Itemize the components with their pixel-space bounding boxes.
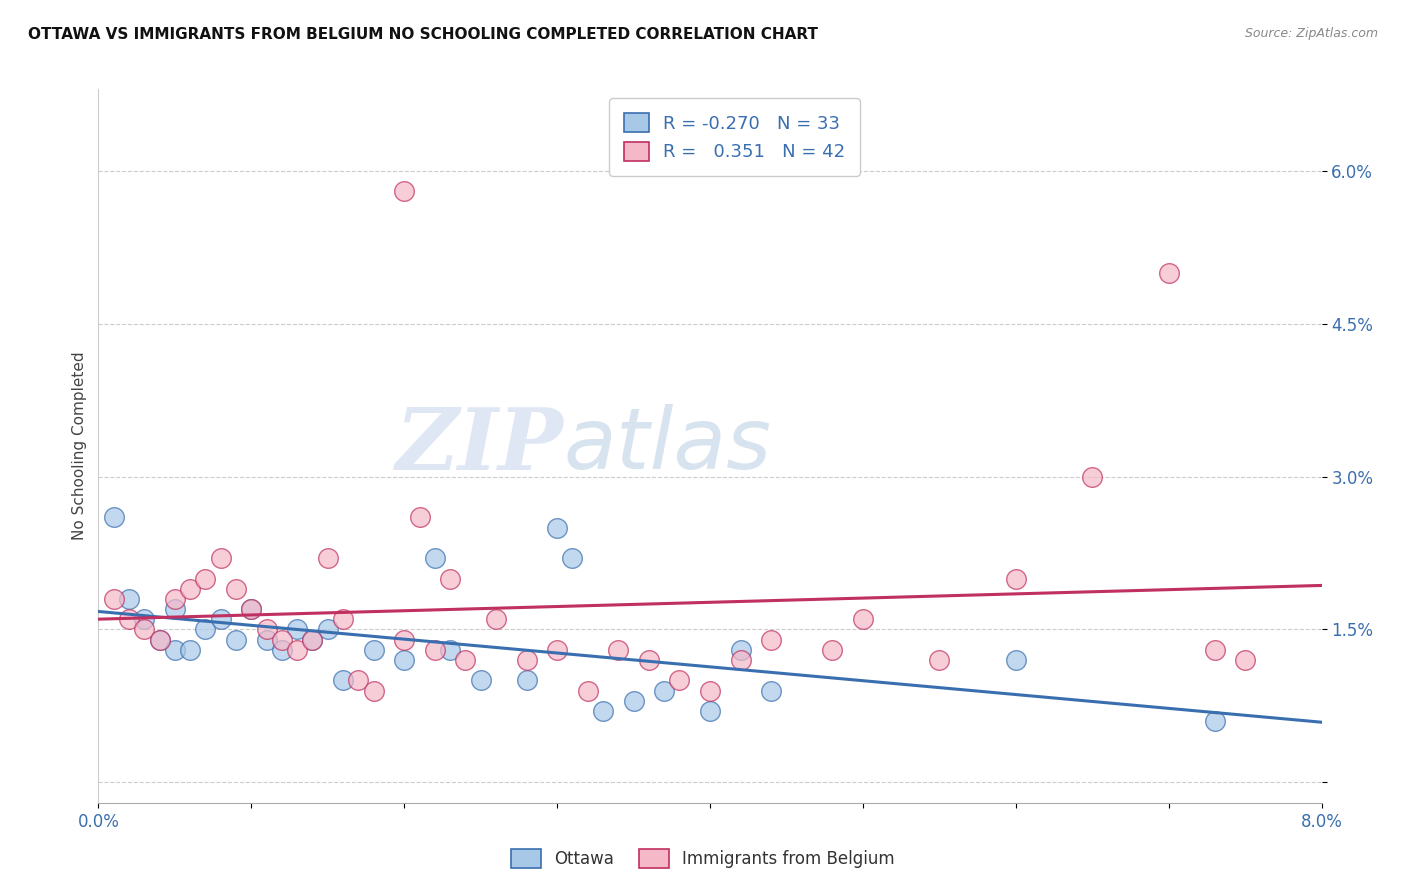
Point	[1157, 266, 1180, 280]
Point	[347, 673, 370, 688]
Point	[546, 520, 568, 534]
Point	[485, 612, 508, 626]
Point	[194, 572, 217, 586]
Point	[439, 572, 461, 586]
Point	[163, 602, 186, 616]
Point	[363, 643, 385, 657]
Point	[470, 673, 492, 688]
Point	[240, 602, 263, 616]
Point	[592, 704, 614, 718]
Point	[561, 551, 583, 566]
Point	[637, 653, 661, 667]
Point	[103, 510, 125, 524]
Point	[1081, 469, 1104, 483]
Point	[423, 551, 446, 566]
Point	[118, 591, 141, 606]
Point	[179, 582, 201, 596]
Point	[730, 643, 752, 657]
Point	[668, 673, 690, 688]
Point	[163, 643, 186, 657]
Point	[1234, 653, 1257, 667]
Text: ZIP: ZIP	[395, 404, 564, 488]
Point	[730, 653, 752, 667]
Point	[1004, 653, 1026, 667]
Point	[576, 683, 599, 698]
Point	[256, 632, 278, 647]
Point	[316, 623, 339, 637]
Point	[270, 632, 294, 647]
Point	[408, 510, 430, 524]
Legend: R = -0.270   N = 33, R =   0.351   N = 42: R = -0.270 N = 33, R = 0.351 N = 42	[609, 98, 860, 176]
Point	[607, 643, 630, 657]
Text: atlas: atlas	[564, 404, 772, 488]
Point	[149, 632, 172, 647]
Point	[392, 184, 416, 198]
Point	[392, 653, 416, 667]
Point	[363, 683, 385, 698]
Point	[439, 643, 461, 657]
Point	[225, 582, 247, 596]
Point	[332, 612, 354, 626]
Point	[256, 623, 278, 637]
Y-axis label: No Schooling Completed: No Schooling Completed	[72, 351, 87, 541]
Text: Source: ZipAtlas.com: Source: ZipAtlas.com	[1244, 27, 1378, 40]
Point	[316, 551, 339, 566]
Point	[1004, 572, 1026, 586]
Point	[546, 643, 568, 657]
Point	[209, 551, 232, 566]
Point	[1204, 643, 1226, 657]
Point	[1204, 714, 1226, 729]
Point	[423, 643, 446, 657]
Point	[134, 623, 156, 637]
Point	[270, 643, 294, 657]
Point	[134, 612, 156, 626]
Point	[209, 612, 232, 626]
Point	[852, 612, 875, 626]
Point	[652, 683, 675, 698]
Point	[163, 591, 186, 606]
Point	[285, 643, 308, 657]
Point	[225, 632, 247, 647]
Point	[516, 673, 538, 688]
Point	[454, 653, 477, 667]
Point	[699, 683, 721, 698]
Point	[194, 623, 217, 637]
Point	[759, 683, 782, 698]
Point	[118, 612, 141, 626]
Legend: Ottawa, Immigrants from Belgium: Ottawa, Immigrants from Belgium	[505, 843, 901, 875]
Point	[240, 602, 263, 616]
Point	[821, 643, 844, 657]
Point	[179, 643, 201, 657]
Point	[301, 632, 323, 647]
Point	[332, 673, 354, 688]
Point	[149, 632, 172, 647]
Point	[301, 632, 323, 647]
Point	[699, 704, 721, 718]
Point	[516, 653, 538, 667]
Point	[623, 694, 645, 708]
Text: OTTAWA VS IMMIGRANTS FROM BELGIUM NO SCHOOLING COMPLETED CORRELATION CHART: OTTAWA VS IMMIGRANTS FROM BELGIUM NO SCH…	[28, 27, 818, 42]
Point	[103, 591, 125, 606]
Point	[928, 653, 950, 667]
Point	[285, 623, 308, 637]
Point	[392, 632, 416, 647]
Point	[759, 632, 782, 647]
